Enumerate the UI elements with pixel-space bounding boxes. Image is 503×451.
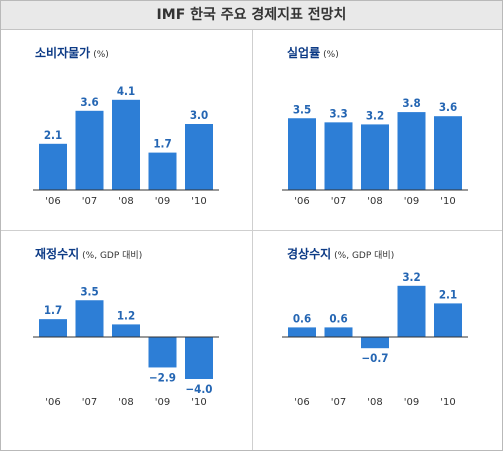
bar-09: [397, 112, 426, 190]
bar-07: [324, 327, 353, 337]
value-label: 3.5: [293, 102, 311, 116]
x-tick-label: '09: [155, 397, 170, 408]
x-tick-label: '06: [45, 196, 60, 207]
value-label: −2.9: [149, 370, 176, 384]
bar-08: [361, 124, 389, 190]
bar-10: [434, 116, 462, 190]
panel-title: 실업률 (%): [287, 42, 339, 61]
bar-09: [397, 285, 426, 337]
x-tick-label: '07: [331, 196, 346, 207]
panel-title: 경상수지 (%, GDP 대비): [287, 243, 394, 262]
panel-consumer-prices: 소비자물가 (%) 2.1 '06 3.6 '07 4.1 '08 1.7 '09 3.0 '10: [1, 30, 251, 230]
value-label: 3.5: [80, 284, 98, 298]
page-title: IMF 한국 주요 경제지표 전망치: [1, 1, 502, 30]
bar-09: [148, 152, 177, 190]
x-tick-label: '10: [191, 196, 206, 207]
bar-10: [185, 124, 213, 190]
panel-fiscal-balance: 재정수지 (%, GDP 대비) 1.7 '06 3.5 '07 1.2 '08 −2.9 '0…: [1, 231, 251, 431]
bar-10: [434, 303, 462, 337]
panel-title-text: 재정수지: [35, 247, 80, 261]
bar-07: [75, 110, 104, 190]
value-label: 0.6: [329, 311, 347, 325]
panel-unit: (%, GDP 대비): [334, 251, 395, 261]
panel-current-account: 경상수지 (%, GDP 대비) 0.6 '06 0.6 '07 −0.7 '08 3.2 '0…: [253, 231, 503, 431]
value-label: −4.0: [186, 382, 213, 396]
bar-08: [361, 337, 389, 349]
bar-06: [39, 319, 67, 337]
x-tick-label: '07: [82, 196, 97, 207]
bar-08: [112, 99, 140, 190]
panel-title: 소비자물가 (%): [35, 42, 109, 61]
panel-title-text: 소비자물가: [35, 46, 91, 60]
bar-08: [112, 324, 140, 337]
panel-unemployment: 실업률 (%) 3.5 '06 3.3 '07 3.2 '08 3.8 '09 3.6 '10: [253, 30, 503, 230]
x-tick-label: '09: [155, 196, 170, 207]
value-label: 3.2: [402, 270, 420, 284]
x-tick-label: '07: [331, 397, 346, 408]
x-tick-label: '06: [45, 397, 60, 408]
value-label: 3.6: [80, 95, 98, 109]
x-tick-label: '08: [367, 397, 382, 408]
horizontal-divider: [1, 230, 502, 231]
bar-10: [185, 337, 213, 379]
value-label: −0.7: [362, 351, 389, 365]
panel-unit: (%): [93, 50, 109, 60]
value-label: 2.1: [44, 128, 62, 142]
vertical-divider: [252, 30, 253, 450]
panel-title-text: 경상수지: [287, 247, 332, 261]
bar-07: [75, 300, 104, 337]
value-label: 2.1: [439, 287, 457, 301]
x-tick-label: '07: [82, 397, 97, 408]
value-label: 3.2: [366, 108, 384, 122]
bar-06: [39, 143, 67, 190]
bar-chart-unemployment: 3.5 '06 3.3 '07 3.2 '08 3.8 '09 3.6 '10: [282, 96, 468, 207]
value-label: 3.8: [402, 96, 420, 110]
x-tick-label: '08: [118, 196, 133, 207]
x-tick-label: '06: [294, 397, 309, 408]
value-label: 3.3: [329, 106, 347, 120]
x-tick-label: '06: [294, 196, 309, 207]
panel-unit: (%): [323, 50, 339, 60]
value-label: 3.6: [439, 100, 457, 114]
bar-09: [148, 337, 177, 368]
x-tick-label: '09: [404, 196, 419, 207]
bar-06: [288, 327, 316, 337]
value-label: 1.7: [153, 137, 171, 151]
panel-title: 재정수지 (%, GDP 대비): [35, 243, 142, 262]
x-tick-label: '08: [118, 397, 133, 408]
value-label: 4.1: [117, 84, 135, 98]
value-label: 1.7: [44, 303, 62, 317]
bar-06: [288, 118, 316, 190]
panel-unit: (%, GDP 대비): [82, 251, 143, 261]
value-label: 0.6: [293, 311, 311, 325]
x-tick-label: '08: [367, 196, 382, 207]
bar-07: [324, 122, 353, 190]
bar-chart-fiscal-balance: 1.7 '06 3.5 '07 1.2 '08 −2.9 '09 −4.0'10: [33, 284, 219, 408]
bar-chart-current-account: 0.6 '06 0.6 '07 −0.7 '08 3.2 '09 2.1 '10: [282, 270, 468, 408]
x-tick-label: '09: [404, 397, 419, 408]
x-tick-label: '10: [440, 196, 455, 207]
x-tick-label: '10: [191, 397, 206, 408]
value-label: 3.0: [190, 108, 208, 122]
panel-title-text: 실업률: [287, 46, 321, 60]
bar-chart-consumer-prices: 2.1 '06 3.6 '07 4.1 '08 1.7 '09 3.0 '10: [33, 84, 219, 207]
x-tick-label: '10: [440, 397, 455, 408]
value-label: 1.2: [117, 308, 135, 322]
